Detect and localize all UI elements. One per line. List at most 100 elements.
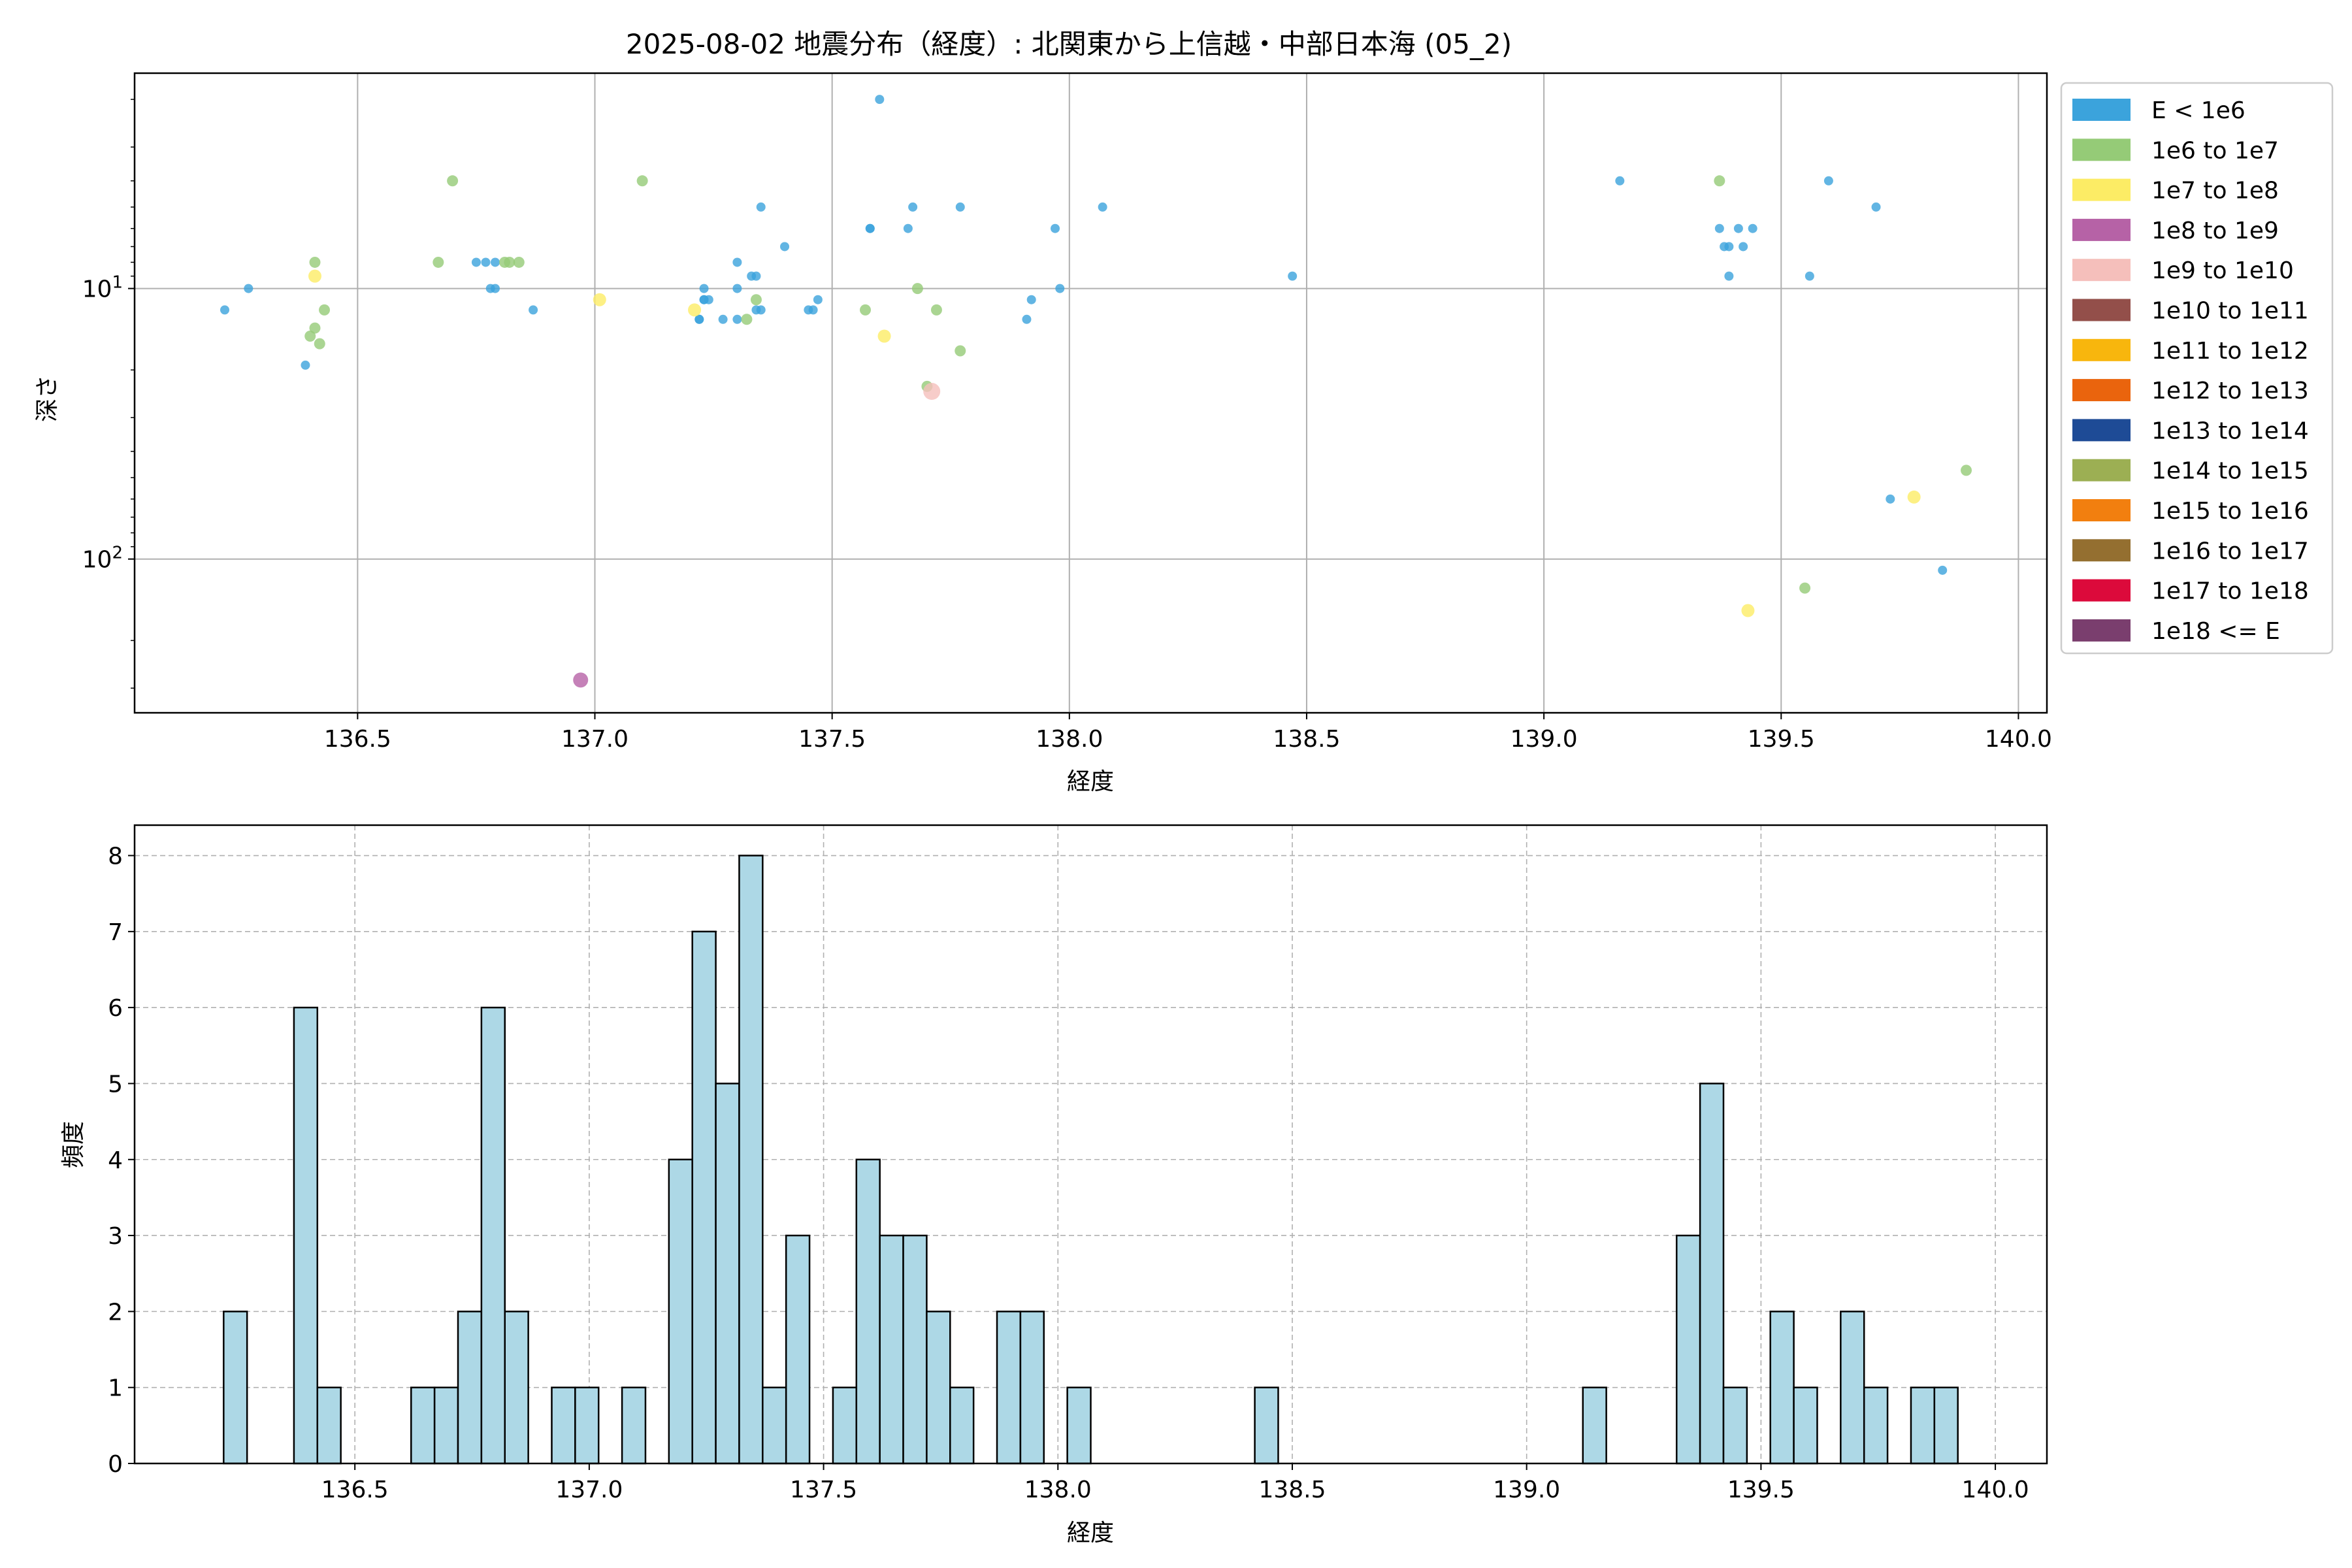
histogram-bar bbox=[926, 1311, 951, 1465]
scatter-point bbox=[699, 284, 709, 293]
scatter-point bbox=[304, 331, 316, 342]
histogram-x-tick-label: 138.0 bbox=[1024, 1477, 1092, 1503]
histogram-bar bbox=[223, 1311, 248, 1465]
histogram-y-tick-label: 8 bbox=[108, 843, 123, 870]
scatter-point bbox=[481, 257, 491, 267]
scatter-point bbox=[923, 383, 941, 400]
scatter-grid bbox=[135, 73, 2047, 713]
legend-label: 1e6 to 1e7 bbox=[2151, 137, 2279, 164]
scatter-point bbox=[1022, 314, 1032, 324]
histogram-bar bbox=[691, 930, 717, 1465]
histogram-bar bbox=[316, 1386, 342, 1465]
scatter-point bbox=[704, 295, 713, 304]
scatter-point bbox=[688, 303, 702, 317]
legend-label: 1e7 to 1e8 bbox=[2151, 178, 2279, 204]
histogram-x-ticks: 136.5 137.0 137.5 138.0 138.5 139.0 139.5 140.0 bbox=[321, 1463, 2029, 1503]
scatter-point bbox=[433, 256, 444, 268]
scatter-point bbox=[732, 284, 742, 293]
legend-swatch bbox=[2072, 499, 2131, 521]
scatter-point bbox=[1026, 295, 1036, 304]
scatter-point bbox=[573, 672, 589, 688]
scatter-point bbox=[955, 202, 965, 212]
scatter-point bbox=[593, 293, 606, 306]
scatter-point bbox=[750, 294, 762, 306]
histogram-bar bbox=[785, 1234, 811, 1465]
scatter-point bbox=[732, 257, 742, 267]
scatter-point bbox=[865, 223, 875, 233]
legend-label: 1e15 to 1e16 bbox=[2151, 498, 2309, 525]
scatter-point bbox=[1615, 176, 1625, 186]
legend-swatch bbox=[2072, 139, 2131, 161]
legend-label: 1e16 to 1e17 bbox=[2151, 538, 2309, 564]
legend-swatch bbox=[2072, 259, 2131, 282]
legend-swatch bbox=[2072, 579, 2131, 602]
histogram-bar bbox=[1933, 1386, 1959, 1465]
scatter-point bbox=[1871, 202, 1881, 212]
histogram-bar bbox=[480, 1006, 506, 1465]
histogram-x-tick-label: 139.0 bbox=[1493, 1477, 1560, 1503]
legend-swatch bbox=[2072, 338, 2131, 361]
scatter-y-tick-label: 102 bbox=[82, 544, 123, 574]
scatter-point bbox=[447, 175, 459, 187]
scatter-point bbox=[1961, 465, 1972, 476]
histogram-bar bbox=[1840, 1311, 1865, 1465]
histogram-axes-frame bbox=[133, 824, 2048, 1465]
histogram-bar bbox=[293, 1006, 319, 1465]
histogram-y-tick-label: 4 bbox=[108, 1147, 123, 1174]
scatter-point bbox=[955, 345, 966, 357]
scatter-point bbox=[1055, 284, 1065, 293]
scatter-point bbox=[903, 223, 913, 233]
legend-swatch bbox=[2072, 178, 2131, 201]
legend-label: 1e17 to 1e18 bbox=[2151, 578, 2309, 605]
histogram-x-axis-label: 経度 bbox=[1067, 1520, 1114, 1546]
histogram-y-tick-label: 3 bbox=[108, 1223, 123, 1250]
scatter-point bbox=[513, 256, 525, 268]
histogram-y-tick-label: 1 bbox=[108, 1375, 123, 1402]
histogram-bar bbox=[1676, 1234, 1701, 1465]
scatter-point bbox=[301, 360, 310, 370]
legend-label: 1e13 to 1e14 bbox=[2151, 417, 2309, 444]
scatter-x-axis-label: 経度 bbox=[1067, 768, 1114, 795]
scatter-axes-frame bbox=[133, 72, 2048, 714]
scatter-point bbox=[1714, 175, 1725, 187]
scatter-point bbox=[1724, 271, 1734, 281]
scatter-point bbox=[751, 271, 761, 281]
histogram-x-tick-label: 136.5 bbox=[321, 1477, 389, 1503]
scatter-point bbox=[1823, 176, 1833, 186]
legend-swatch bbox=[2072, 539, 2131, 562]
histogram-bar bbox=[433, 1386, 459, 1465]
scatter-point bbox=[309, 256, 321, 268]
scatter-point bbox=[319, 304, 331, 316]
scatter-point bbox=[1748, 223, 1757, 233]
histogram-y-tick-label: 5 bbox=[108, 1071, 123, 1098]
scatter-x-tick-label: 139.0 bbox=[1511, 726, 1578, 753]
scatter-point bbox=[504, 256, 515, 268]
scatter-point bbox=[529, 305, 538, 315]
legend-swatch bbox=[2072, 218, 2131, 241]
histogram-bar bbox=[1793, 1386, 1818, 1465]
histogram-bar bbox=[504, 1311, 529, 1465]
scatter-point bbox=[756, 202, 766, 212]
legend-frame bbox=[2060, 82, 2334, 655]
scatter-point bbox=[732, 314, 742, 324]
scatter-y-ticks: 101 102 bbox=[82, 273, 135, 574]
frequency-histogram: 136.5 137.0 137.5 138.0 138.5 139.0 139.5 140.0… bbox=[60, 824, 2048, 1546]
histogram-x-tick-label: 137.5 bbox=[790, 1477, 857, 1503]
histogram-bar bbox=[832, 1386, 858, 1465]
histogram-y-ticks: 0 1 2 3 4 5 6 7 8 bbox=[108, 843, 135, 1478]
scatter-point bbox=[860, 304, 872, 316]
scatter-x-tick-label: 137.5 bbox=[798, 726, 866, 753]
scatter-point bbox=[877, 329, 891, 343]
histogram-y-tick-label: 6 bbox=[108, 995, 123, 1022]
legend-label: 1e18 <= E bbox=[2151, 618, 2280, 645]
histogram-x-tick-label: 139.5 bbox=[1727, 1477, 1795, 1503]
scatter-point bbox=[741, 314, 753, 325]
histogram-x-tick-label: 138.5 bbox=[1258, 1477, 1326, 1503]
legend-swatch bbox=[2072, 619, 2131, 642]
scatter-x-ticks: 136.5 137.0 137.5 138.0 138.5 139.0 139.5 140.0 bbox=[324, 713, 2052, 753]
histogram-grid bbox=[135, 825, 2047, 1463]
scatter-point bbox=[1733, 223, 1743, 233]
scatter-point bbox=[1739, 242, 1748, 252]
scatter-point bbox=[1907, 490, 1921, 504]
scatter-point bbox=[1288, 271, 1298, 281]
